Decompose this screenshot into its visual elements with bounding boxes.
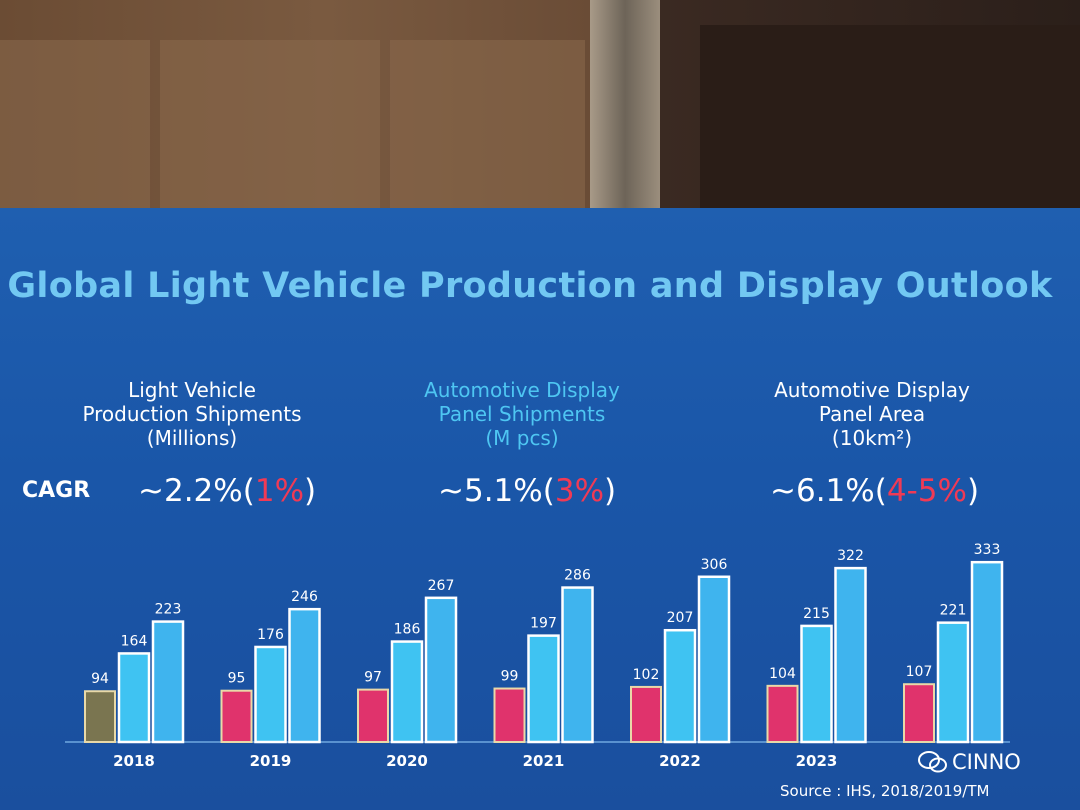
value-label: 286 bbox=[564, 568, 591, 584]
bar-vehicle-2021 bbox=[493, 687, 526, 744]
bar-chart: 94 164 223 2018 95 176 246 2019 97 186 267 2020 99 19… bbox=[65, 542, 1010, 770]
bar-panel-area-2023 bbox=[834, 566, 867, 744]
subtitle-light-vehicle: Light Vehicle Production Shipments (Mill… bbox=[82, 378, 302, 450]
bar-panel-area-2022 bbox=[697, 575, 731, 744]
value-label: 102 bbox=[633, 667, 660, 683]
cagr-paren-value: 1% bbox=[254, 473, 305, 509]
bar-vehicle-2024 bbox=[903, 683, 935, 743]
wechat-watermark: CINNO bbox=[918, 750, 1021, 774]
slide-title: Global Light Vehicle Production and Disp… bbox=[7, 266, 1053, 306]
value-label: 197 bbox=[530, 616, 557, 632]
value-label: 215 bbox=[803, 606, 830, 622]
bar-panel-area-2018 bbox=[151, 620, 185, 744]
bar-vehicle-2020 bbox=[357, 688, 389, 743]
cagr-light-vehicle: ~2.2%(1%) bbox=[138, 473, 317, 509]
wall-panel bbox=[160, 40, 380, 210]
value-label: 176 bbox=[257, 627, 284, 643]
value-label: 164 bbox=[121, 633, 148, 649]
bar-vehicle-2023 bbox=[766, 684, 799, 743]
value-label: 267 bbox=[428, 578, 455, 594]
cagr-paren-value: 4-5% bbox=[886, 473, 967, 509]
value-label: 107 bbox=[906, 664, 933, 680]
bar-panel-area-2021 bbox=[561, 586, 594, 744]
bar-vehicle-2019 bbox=[220, 689, 253, 744]
subtitle-panel-area: Automotive Display Panel Area (10km²) bbox=[774, 378, 970, 450]
bar-panel-shipments-2023 bbox=[800, 624, 833, 744]
value-label: 306 bbox=[701, 557, 728, 573]
bar-vehicle-2022 bbox=[630, 685, 662, 744]
value-label: 223 bbox=[155, 602, 182, 618]
value-label: 186 bbox=[394, 622, 421, 638]
year-label: 2023 bbox=[796, 752, 838, 770]
source-note: Source : IHS, 2018/2019/TM bbox=[780, 782, 990, 800]
bar-panel-area-2020 bbox=[424, 596, 458, 744]
bar-panel-shipments-2024 bbox=[936, 621, 970, 744]
year-label: 2019 bbox=[250, 752, 292, 770]
bar-vehicle-2018 bbox=[84, 690, 116, 743]
cagr-paren-value: 3% bbox=[554, 473, 605, 509]
wechat-icon bbox=[918, 751, 947, 773]
cagr-value: ~2.2% bbox=[138, 473, 243, 509]
value-label: 322 bbox=[837, 548, 864, 564]
bar-panel-area-2019 bbox=[288, 607, 321, 744]
value-label: 95 bbox=[228, 671, 246, 687]
value-label: 94 bbox=[91, 671, 109, 687]
cagr-panel-shipments: ~5.1%(3%) bbox=[438, 473, 617, 509]
bar-panel-area-2024 bbox=[970, 560, 1004, 744]
wall-panel bbox=[390, 40, 585, 210]
presentation-slide: Global Light Vehicle Production and Disp… bbox=[0, 208, 1080, 810]
cagr-label: CAGR bbox=[22, 478, 91, 503]
year-label: 2018 bbox=[113, 752, 155, 770]
value-label: 333 bbox=[974, 542, 1001, 558]
subtitle-panel-shipments: Automotive Display Panel Shipments (M pc… bbox=[424, 378, 620, 450]
doorway bbox=[700, 25, 1080, 220]
cagr-value: ~6.1% bbox=[770, 473, 875, 509]
year-label: 2021 bbox=[523, 752, 565, 770]
value-label: 97 bbox=[364, 670, 382, 686]
value-label: 99 bbox=[501, 669, 519, 685]
watermark-text: CINNO bbox=[952, 750, 1021, 774]
room-background bbox=[0, 0, 1080, 220]
value-label: 221 bbox=[940, 603, 967, 619]
cagr-panel-area: ~6.1%(4-5%) bbox=[770, 473, 980, 509]
bar-panel-shipments-2018 bbox=[117, 652, 151, 744]
wall-panel bbox=[0, 40, 150, 210]
value-label: 207 bbox=[667, 610, 694, 626]
bar-panel-shipments-2022 bbox=[663, 628, 697, 744]
bar-panel-shipments-2021 bbox=[527, 634, 560, 744]
bar-panel-shipments-2019 bbox=[254, 645, 287, 744]
value-label: 104 bbox=[769, 666, 796, 682]
year-label: 2022 bbox=[659, 752, 701, 770]
bar-panel-shipments-2020 bbox=[390, 640, 424, 744]
year-label: 2020 bbox=[386, 752, 428, 770]
cagr-value: ~5.1% bbox=[438, 473, 543, 509]
door-frame bbox=[590, 0, 660, 220]
value-label: 246 bbox=[291, 589, 318, 605]
